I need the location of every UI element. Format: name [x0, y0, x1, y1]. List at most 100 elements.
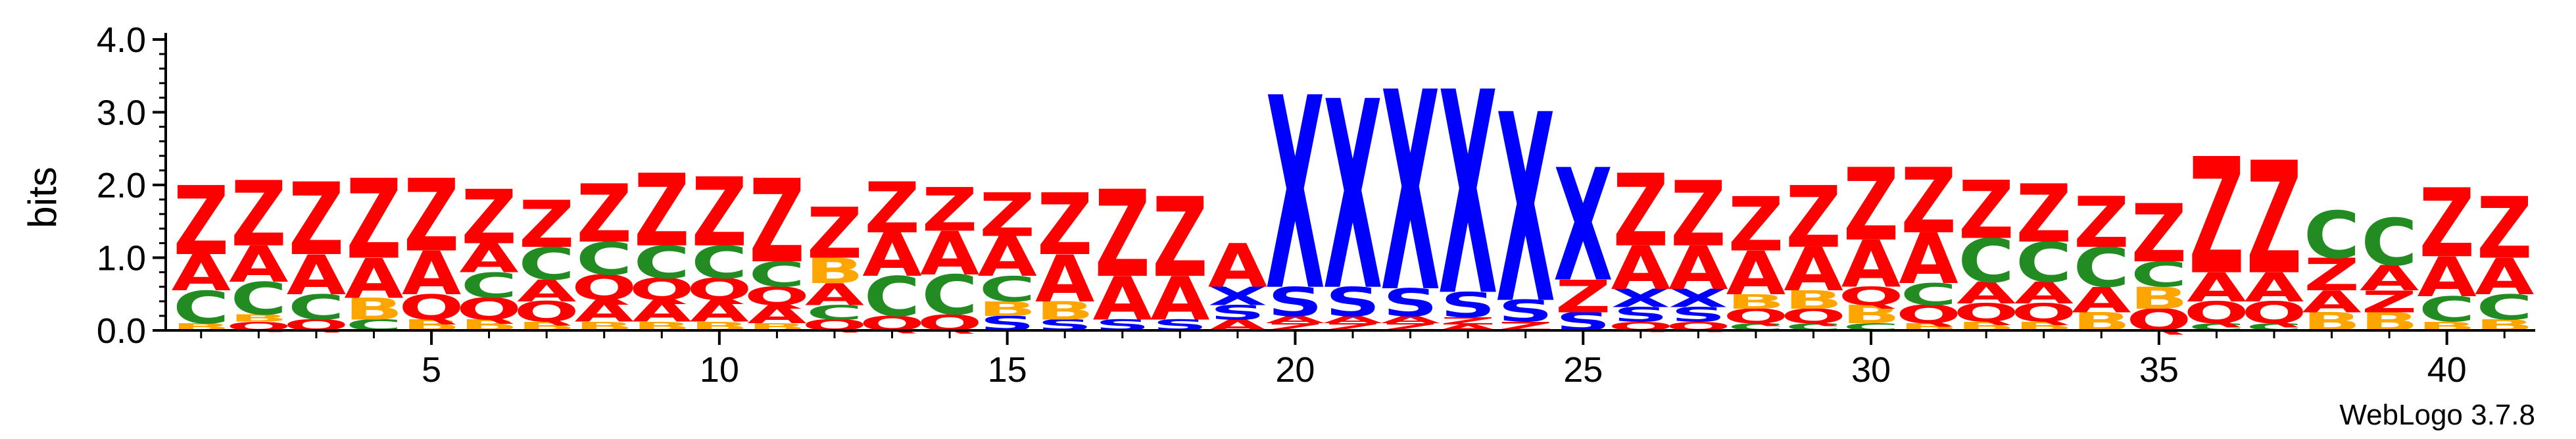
logo-letter-a: A — [862, 220, 921, 290]
logo-letter-a: A — [747, 300, 806, 329]
logo-letter-z: Z — [2419, 168, 2475, 278]
logo-letter-z: Z — [749, 155, 805, 288]
logo-letter-c: C — [2476, 288, 2533, 328]
logo-letter-s: S — [1210, 301, 1265, 324]
logo-letter-a: A — [1956, 276, 2016, 311]
logo-letter-x: X — [1496, 61, 1555, 361]
logo-letter-c: C — [979, 269, 1036, 309]
logo-letter-a: A — [1208, 231, 1267, 301]
logo-letter-a: A — [1611, 234, 1670, 303]
logo-letter-c: C — [288, 288, 345, 328]
weblogo-footer: WebLogo 3.7.8 — [2339, 399, 2535, 431]
logo-letter-a: A — [402, 239, 461, 309]
logo-letter-c: C — [1901, 277, 1957, 312]
y-tick-label: 3.0 — [97, 93, 146, 133]
logo-letter-z: Z — [807, 194, 863, 275]
logo-letter-a: A — [229, 236, 288, 294]
logo-letter-a: A — [805, 277, 865, 312]
logo-letter-z: Z — [1786, 168, 1841, 267]
logo-letter-a: A — [575, 294, 635, 329]
logo-letter-q: Q — [2184, 296, 2249, 330]
x-tick-label: 10 — [700, 350, 739, 390]
y-tick-label: 0.0 — [97, 311, 146, 351]
logo-letter-q: Q — [1954, 299, 2019, 328]
logo-letter-b: B — [1842, 300, 1901, 329]
logo-letter-z: Z — [634, 153, 690, 269]
logo-letter-z: Z — [2247, 129, 2302, 309]
logo-letter-q: Q — [687, 272, 752, 307]
logo-letter-c: C — [806, 301, 863, 324]
logo-letter-a: A — [2475, 249, 2534, 307]
logo-letter-b: B — [805, 251, 863, 292]
y-axis-ticks: 0.0 1.0 2.0 3.0 4.0 — [97, 20, 166, 351]
logo-letter-a: A — [920, 219, 979, 289]
logo-letter-a: A — [459, 236, 518, 282]
logo-letter-z: Z — [979, 180, 1035, 250]
logo-letter-x: X — [1553, 136, 1613, 316]
logo-letter-b: B — [1726, 290, 1785, 313]
logo-letter-c: C — [173, 282, 230, 334]
logo-letter-a: A — [2245, 265, 2304, 311]
logo-letter-s: S — [1383, 281, 1438, 325]
logo-letter-c: C — [2419, 290, 2475, 330]
logo-letter-z: Z — [1613, 153, 1668, 269]
logo-letter-c: C — [2361, 205, 2418, 280]
logo-letter-c: C — [921, 264, 978, 328]
logo-letter-b: B — [2129, 281, 2188, 316]
logo-letter-a: A — [977, 225, 1036, 289]
logo-letter-b: B — [978, 297, 1036, 321]
logo-letter-z: Z — [2074, 183, 2129, 264]
logo-letter-a: A — [1726, 239, 1786, 309]
y-axis-label: bits — [20, 167, 64, 228]
logo-letter-z: Z — [1843, 147, 1899, 263]
logo-letter-c: C — [2073, 236, 2129, 300]
logo-letter-a: A — [1899, 219, 1958, 300]
logo-letter-q: Q — [1781, 305, 1846, 328]
logo-letter-z: Z — [1037, 176, 1093, 274]
x-tick-label: 5 — [422, 350, 441, 390]
logo-letter-q: Q — [456, 292, 522, 326]
logo-letter-q: Q — [1896, 300, 1961, 329]
logo-letter-b: B — [1784, 286, 1843, 315]
logo-letter-s: S — [1325, 279, 1380, 325]
logo-letter-x: X — [1668, 284, 1728, 313]
y-tick-label: 4.0 — [97, 20, 146, 60]
logo-letter-z: Z — [461, 174, 517, 261]
logo-letter-c: C — [518, 238, 575, 290]
logo-letter-b: B — [345, 292, 403, 326]
logo-letter-z: Z — [2131, 188, 2187, 280]
logo-letter-z: Z — [289, 162, 345, 278]
logo-letter-q: Q — [629, 272, 694, 307]
logo-letter-a: A — [1093, 264, 1152, 334]
y-tick-label: 2.0 — [97, 166, 146, 205]
logo-letter-x: X — [1265, 42, 1324, 349]
logo-letter-q: Q — [2241, 296, 2306, 330]
logo-letter-z: Z — [2189, 124, 2245, 310]
logo-letter-c: C — [1958, 226, 2014, 296]
logo-letter-a: A — [1150, 264, 1209, 334]
logo-letter-s: S — [1613, 303, 1668, 326]
x-tick-label: 40 — [2427, 350, 2467, 390]
logo-letter-b: B — [1036, 297, 1094, 326]
logo-letter-a: A — [2417, 245, 2476, 309]
logo-letter-x: X — [1611, 284, 1670, 313]
y-tick-label: 1.0 — [97, 239, 146, 278]
logo-letter-z: Z — [1555, 271, 1611, 323]
logo-letter-a: A — [1668, 234, 1728, 303]
logo-letter-c: C — [749, 255, 806, 295]
logo-letter-a: A — [1035, 242, 1095, 317]
logo-letter-a: A — [1323, 314, 1383, 326]
logo-letter-s: S — [1670, 303, 1726, 326]
logo-letter-z: Z — [404, 158, 460, 274]
logo-letter-c: C — [691, 236, 748, 289]
logo-letter-z: Z — [1440, 315, 1496, 327]
x-tick-label: 25 — [1563, 350, 1603, 390]
logo-letter-z: Z — [2304, 249, 2360, 301]
logo-letter-a: A — [344, 247, 403, 311]
logo-letter-z: Z — [2477, 179, 2533, 278]
logo-letter-z: Z — [231, 162, 287, 267]
logo-letter-z: Z — [2362, 284, 2418, 319]
logo-letter-q: Q — [1723, 305, 1788, 328]
logo-letter-x: X — [1438, 34, 1497, 359]
